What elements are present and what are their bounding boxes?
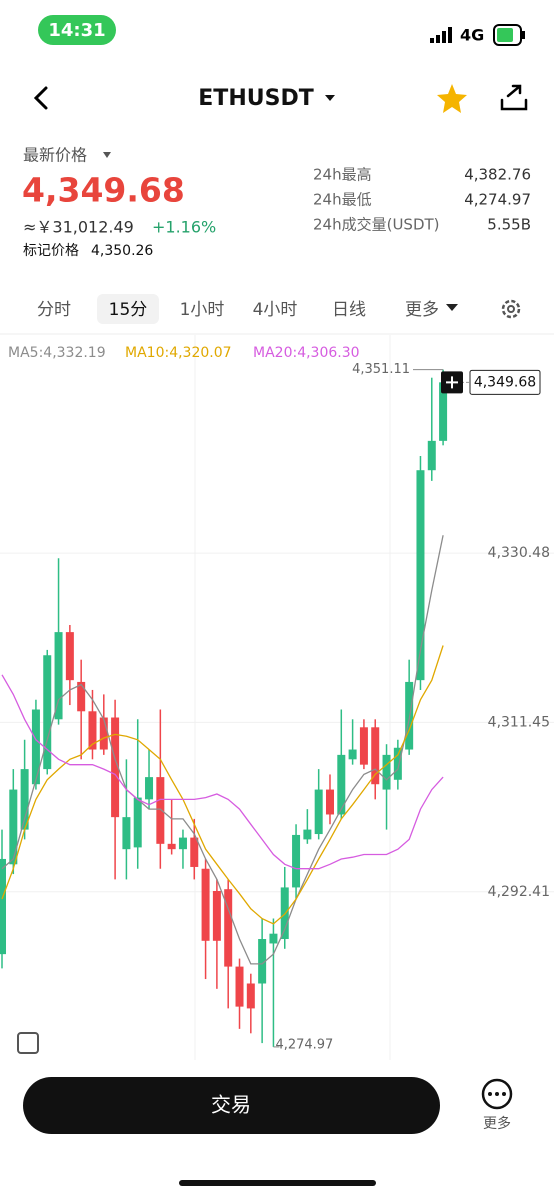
- y-tick-label: 4,292.41: [488, 884, 550, 900]
- home-indicator: [179, 1180, 376, 1186]
- candle-body: [235, 966, 244, 1007]
- candle-body: [9, 789, 18, 865]
- stat-value: 4,382.76: [464, 166, 531, 184]
- candle-body: [393, 747, 402, 780]
- candle-body: [212, 890, 221, 941]
- share-button[interactable]: [500, 84, 528, 111]
- candle-body: [167, 843, 176, 850]
- candle-body: [43, 655, 52, 770]
- price-change: +1.16%: [152, 218, 216, 237]
- latest-price: 4,349.68: [22, 171, 185, 210]
- timeframe-tabs: 分时 15分 1小时 4小时 日线 更多: [37, 300, 439, 320]
- trade-button[interactable]: [23, 1077, 440, 1134]
- candle-body: [77, 681, 86, 712]
- high-marker-label: 4,351.11: [352, 362, 410, 377]
- y-tick-label: 4,330.48: [488, 545, 550, 561]
- candle-body: [190, 837, 199, 867]
- symbol-title[interactable]: ETHUSDT: [198, 86, 313, 111]
- tab[interactable]: 4小时: [253, 300, 298, 320]
- candle-body: [292, 834, 301, 888]
- last-price-box: [469, 369, 541, 395]
- settings-button[interactable]: [501, 299, 521, 319]
- candle-body: [111, 717, 120, 818]
- candle-body: [314, 789, 323, 835]
- mark-price: 4,350.26: [91, 243, 153, 259]
- candle-body: [348, 749, 357, 760]
- candle-body: [427, 440, 436, 471]
- candle-body: [99, 717, 108, 750]
- signal-icon: [430, 27, 452, 43]
- stat-value: 4,274.97: [464, 191, 531, 209]
- mark-price-label: 标记价格: [23, 243, 79, 259]
- ma-line: [1, 674, 444, 870]
- settings-center: [507, 305, 515, 313]
- candle-body: [122, 817, 131, 850]
- battery-level: [497, 28, 513, 42]
- legend-entry: MA20:4,306.30: [253, 345, 360, 361]
- stat-value: 5.55B: [487, 216, 531, 234]
- time-pill: [38, 15, 116, 45]
- more-dropdown[interactable]: [446, 304, 458, 311]
- stat-label: 24h最高: [313, 166, 372, 184]
- candlestick-chart: 4,292.41 4,311.45 4,330.48 MA5:4,332.19 MA10…: [0, 335, 554, 1060]
- back-button[interactable]: [33, 86, 48, 110]
- stat-label: 24h最低: [313, 191, 372, 209]
- candle-body: [0, 858, 6, 955]
- candle-body: [246, 983, 255, 1009]
- candle-body: [65, 632, 74, 681]
- candle-body: [88, 711, 97, 750]
- latest-price-label[interactable]: 最新价格: [23, 146, 87, 165]
- candle-body: [303, 829, 312, 840]
- tab[interactable]: 日线: [332, 300, 366, 320]
- legend-entry: MA10:4,320.07: [125, 345, 232, 361]
- symbol-dropdown[interactable]: [325, 95, 335, 101]
- candle-body: [133, 797, 142, 848]
- network-label: 4G: [460, 26, 484, 45]
- candle-body: [325, 789, 334, 815]
- tab[interactable]: 1小时: [180, 300, 225, 320]
- candle-body: [201, 868, 210, 941]
- favorite-star[interactable]: [437, 84, 467, 113]
- stat-label: 24h成交量(USDT): [313, 216, 440, 234]
- candle-body: [156, 777, 165, 844]
- add-icon: [446, 376, 458, 389]
- active-tab-bg: [97, 294, 159, 324]
- battery-icon: [493, 24, 522, 46]
- candle-body: [337, 754, 346, 815]
- candle-body: [371, 727, 380, 785]
- candle-body: [416, 470, 425, 681]
- candle-body: [31, 709, 40, 785]
- candle-body: [20, 769, 29, 830]
- candle-body: [359, 727, 368, 765]
- tab[interactable]: 分时: [37, 300, 71, 320]
- legend-entry: MA5:4,332.19: [8, 345, 106, 361]
- candle-body: [439, 382, 448, 441]
- candle-body: [178, 837, 187, 850]
- last-price-label: 4,349.68: [474, 374, 536, 390]
- more-dots: [488, 1092, 506, 1096]
- candle-body: [145, 777, 154, 800]
- trade-label[interactable]: 交易: [211, 1093, 251, 1117]
- more-button[interactable]: [481, 1078, 513, 1110]
- tab[interactable]: 更多: [405, 300, 439, 320]
- label-dropdown[interactable]: [103, 152, 111, 158]
- candle-body: [224, 889, 233, 967]
- low-marker-label: 4,274.97: [275, 1037, 333, 1052]
- ma-line: [1, 645, 444, 925]
- candle-body: [54, 632, 63, 720]
- cny-price: ≈￥31,012.49: [23, 218, 134, 237]
- ma-line: [1, 535, 444, 965]
- status-time: 14:31: [48, 20, 105, 41]
- fullscreen-button[interactable]: [17, 1032, 39, 1054]
- candle-body: [258, 939, 267, 984]
- candle-body: [382, 754, 391, 790]
- candle-body: [269, 933, 278, 944]
- y-tick-label: 4,311.45: [488, 714, 550, 730]
- tab[interactable]: 15分: [109, 300, 148, 320]
- battery-tip: [522, 31, 525, 39]
- stats-panel: 24h最高 4,382.76 24h最低 4,274.97 24h成交量(USDT) 5.…: [313, 166, 531, 234]
- more-label[interactable]: 更多: [483, 1115, 511, 1132]
